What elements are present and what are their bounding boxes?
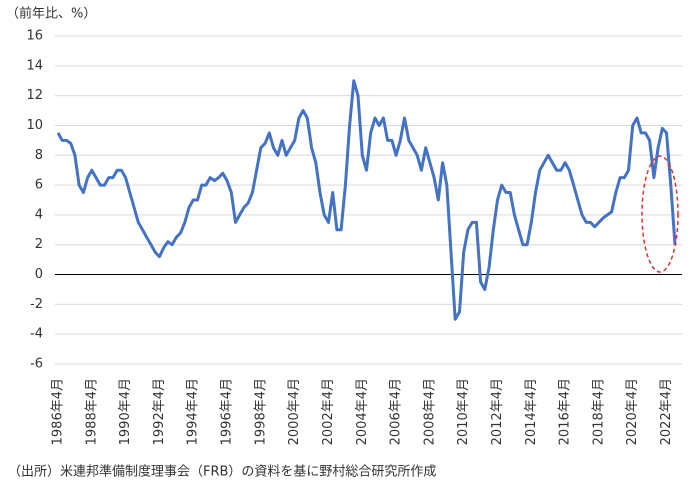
y-tick-label: 0 (35, 267, 43, 282)
y-tick-label: 14 (26, 58, 43, 73)
highlight-ellipse (641, 155, 679, 273)
y-tick-label: 4 (35, 207, 43, 222)
y-tick-label: 6 (35, 178, 43, 193)
data-line (56, 79, 677, 321)
x-tick-label: 2010年4月 (456, 378, 471, 445)
x-tick-label: 1996年4月 (220, 378, 235, 445)
y-axis: -6 -4 -2 0 2 4 6 8 10 12 14 16 (26, 29, 682, 372)
x-tick-label: 1994年4月 (186, 378, 201, 445)
y-tick-label: -2 (30, 297, 43, 312)
x-tick-label: 2008年4月 (422, 378, 437, 445)
x-tick-label: 1998年4月 (253, 378, 268, 445)
x-tick-label: 1992年4月 (152, 378, 167, 445)
x-tick-label: 1988年4月 (84, 378, 99, 445)
x-tick-label: 2000年4月 (287, 378, 302, 445)
x-tick-label: 2020年4月 (625, 378, 640, 445)
y-tick-label: 8 (35, 148, 43, 163)
x-tick-label: 1986年4月 (51, 378, 66, 445)
x-tick-label: 1990年4月 (118, 378, 133, 445)
y-tick-label: 2 (35, 237, 43, 252)
x-tick-label: 2014年4月 (524, 378, 539, 445)
source-note: （出所）米連邦準備制度理事会（FRB）の資料を基に野村総合研究所作成 (8, 464, 436, 480)
y-tick-label: 10 (26, 118, 43, 133)
y-tick-label: 16 (26, 29, 43, 44)
x-tick-label: 2006年4月 (389, 378, 404, 445)
y-tick-label: -6 (30, 357, 43, 372)
y-axis-label: （前年比、%） (6, 6, 96, 22)
x-tick-label: 2022年4月 (659, 378, 674, 445)
x-tick-label: 2002年4月 (321, 378, 336, 445)
y-tick-label: 12 (26, 88, 43, 103)
x-tick-label: 2004年4月 (355, 378, 370, 445)
x-tick-label: 2012年4月 (490, 378, 505, 445)
x-tick-label: 2016年4月 (558, 378, 573, 445)
y-tick-label: -4 (30, 327, 43, 342)
x-tick-label: 2018年4月 (591, 378, 606, 445)
